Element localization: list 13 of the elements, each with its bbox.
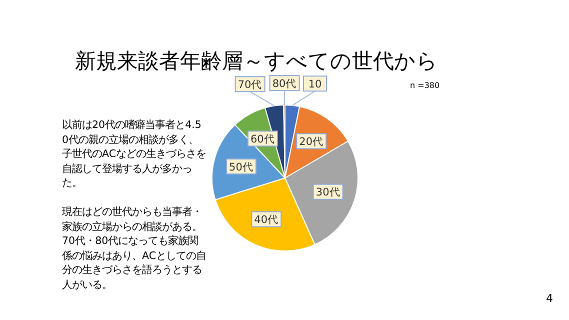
text: 以前は20代の嗜癖当事者と4.50代の親の立場の相談が多く、子世代のACなどの生きづらさを自認して登場する人が多かった。 [62,118,208,190]
slice-label: 40代 [254,214,279,226]
slice-label: 10 [308,78,322,90]
slice-label: 20代 [299,136,324,148]
chart-title: 新規来談者年齢層～すべての世代から [75,49,438,73]
slice-label: 70代 [238,78,262,91]
slice-label: 30代 [316,186,340,199]
text: 4 [546,292,553,305]
text: n =380 [410,81,440,90]
slice-label: 50代 [229,161,254,174]
slice-label: 60代 [250,133,275,146]
text: 70代・80代になっても家族関係の悩みはあり、ACとしての自分の生きづらさを語ろうとする人がいる。 [62,234,208,292]
text: 現在はどの世代からも当事者・家族の立場からの相談がある。 [62,205,203,234]
